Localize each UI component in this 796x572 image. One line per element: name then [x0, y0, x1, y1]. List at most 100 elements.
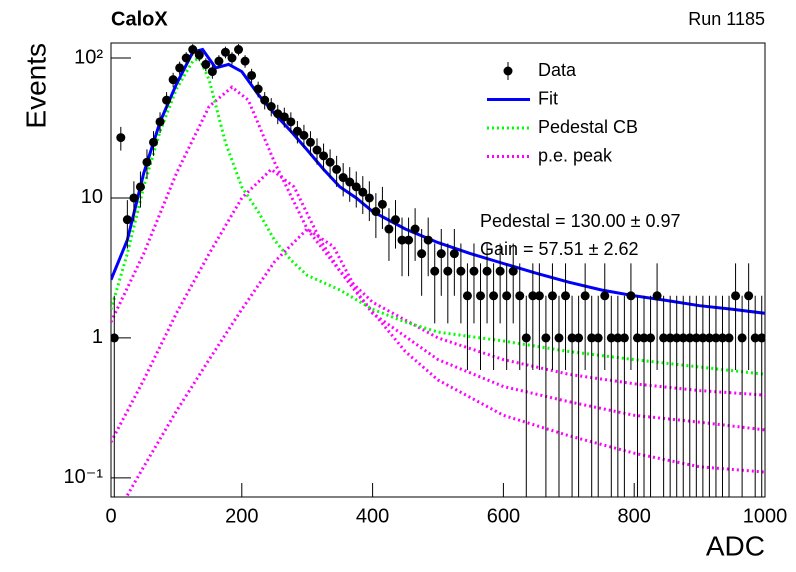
data-point [554, 333, 564, 343]
data-point [606, 333, 616, 343]
data-point [685, 333, 695, 343]
data-point [646, 333, 656, 343]
data-point [345, 177, 355, 187]
data-point [371, 207, 381, 217]
data-point [240, 56, 250, 66]
y-tick-label: 10² [74, 46, 103, 68]
x-axis-label: ADC [706, 530, 765, 561]
data-point [312, 145, 322, 155]
data-point [142, 157, 152, 167]
data-point [678, 333, 688, 343]
data-point [593, 333, 603, 343]
data-point [547, 291, 557, 301]
data-point [338, 173, 348, 183]
data-point [319, 151, 329, 161]
data-point [404, 235, 414, 245]
fit-annotation: Gain = 57.51 ± 2.62 [480, 239, 639, 259]
x-tick-label: 200 [225, 505, 258, 527]
data-point [279, 112, 289, 122]
data-point [116, 133, 126, 143]
data-point [410, 224, 420, 234]
data-point [181, 53, 191, 63]
data-point [449, 249, 459, 259]
data-point [541, 333, 551, 343]
data-point [443, 266, 453, 276]
data-point [149, 137, 159, 147]
data-point [567, 333, 577, 343]
data-point [521, 333, 531, 343]
data-point [750, 333, 760, 343]
data-point [286, 117, 296, 127]
data-point [626, 291, 636, 301]
legend-label: Data [538, 60, 577, 80]
data-point [220, 47, 230, 57]
y-tick-label: 10⁻¹ [64, 466, 104, 488]
data-point [227, 53, 237, 63]
data-point [299, 130, 309, 140]
data-point [528, 291, 538, 301]
x-tick-label: 800 [618, 505, 651, 527]
data-point [417, 249, 427, 259]
data-point [266, 102, 276, 112]
data-point [711, 333, 721, 343]
data-point [665, 333, 675, 343]
data-point [234, 45, 244, 55]
x-tick-label: 1000 [743, 505, 788, 527]
data-point [489, 291, 499, 301]
data-point [207, 67, 217, 77]
data-point [462, 291, 472, 301]
data-point [698, 333, 708, 343]
data-point [292, 126, 302, 136]
data-point [659, 333, 669, 343]
data-point [731, 291, 741, 301]
data-point [377, 199, 387, 209]
data-point [194, 50, 204, 60]
data-point [652, 291, 662, 301]
data-point [639, 333, 649, 343]
data-point [534, 291, 544, 301]
data-point [580, 291, 590, 301]
data-point [456, 266, 466, 276]
data-point [390, 215, 400, 225]
data-point [757, 333, 765, 343]
data-point [744, 291, 754, 301]
data-point [253, 84, 263, 94]
plot-area [111, 44, 765, 497]
data-point [469, 266, 479, 276]
data-point [325, 157, 335, 167]
data-point [175, 63, 185, 73]
data-point [384, 224, 394, 234]
x-tick-label: 600 [487, 505, 520, 527]
data-point [155, 117, 165, 127]
legend-label: Fit [538, 88, 558, 108]
run-label: Run 1185 [688, 9, 765, 29]
data-point [423, 235, 433, 245]
data-point [247, 70, 257, 80]
data-point [508, 266, 518, 276]
data-point [305, 137, 315, 147]
data-point [188, 45, 198, 55]
chart-title: CaloX [111, 8, 168, 30]
curve [125, 227, 765, 497]
data-point [397, 235, 407, 245]
data-point [111, 333, 119, 343]
x-tick-label: 400 [356, 505, 389, 527]
data-point [724, 333, 734, 343]
data-point [358, 187, 368, 197]
data-point [672, 333, 682, 343]
data-point [717, 333, 727, 343]
data-point [436, 249, 446, 259]
legend-label: p.e. peak [538, 145, 613, 165]
data-point [515, 291, 525, 301]
data-point [619, 333, 629, 343]
data-point [587, 333, 597, 343]
data-point [135, 182, 145, 192]
y-axis-label: Events [20, 43, 51, 129]
data-point [122, 215, 132, 225]
data-point [430, 266, 440, 276]
data-point [737, 333, 747, 343]
data-point [129, 193, 139, 203]
curve [111, 85, 765, 397]
data-point [332, 164, 342, 174]
data-point [561, 291, 571, 301]
